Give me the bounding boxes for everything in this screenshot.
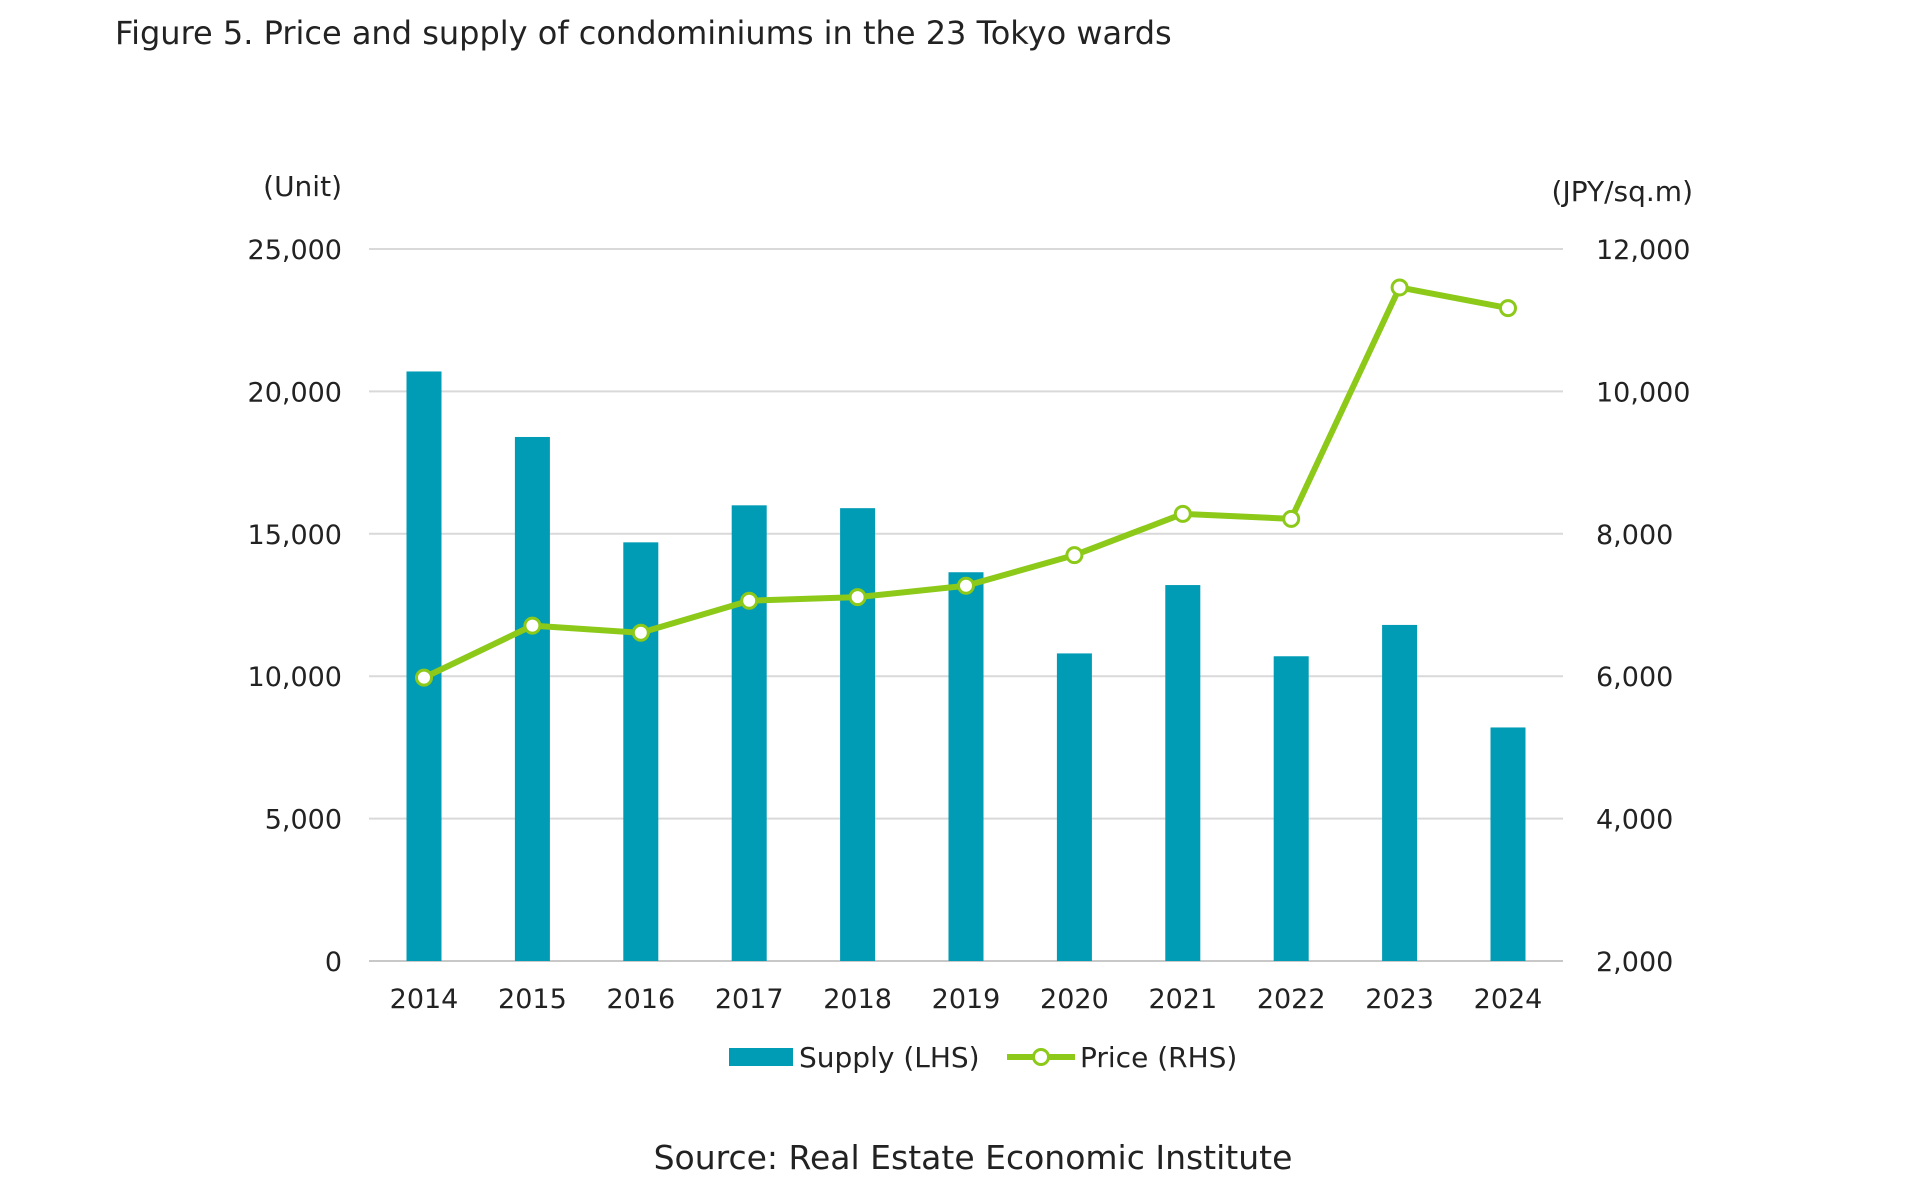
left-axis-label: (Unit)	[263, 170, 342, 203]
bar-supply	[840, 508, 876, 961]
right-tick-label: 10,000	[1596, 377, 1690, 408]
legend-swatch-supply	[729, 1048, 793, 1066]
legend-label-supply: Supply (LHS)	[799, 1041, 980, 1074]
left-tick-label: 15,000	[248, 520, 342, 551]
bar-supply	[1056, 653, 1092, 961]
point-price	[1282, 509, 1301, 528]
left-tick-label: 0	[325, 947, 342, 978]
x-tick-label: 2024	[1474, 984, 1543, 1015]
chart-title: Figure 5. Price and supply of condominiu…	[115, 14, 1172, 52]
chart-source: Source: Real Estate Economic Institute	[653, 1138, 1293, 1177]
point-price	[1390, 278, 1409, 297]
x-tick-label: 2017	[715, 984, 784, 1015]
right-tick-label: 4,000	[1596, 805, 1673, 836]
left-tick-label: 20,000	[248, 377, 342, 408]
bar-supply	[1165, 585, 1201, 961]
right-tick-label: 8,000	[1596, 520, 1673, 551]
bar-supply	[1490, 727, 1526, 961]
point-price	[1499, 299, 1517, 318]
bar-supply	[1273, 656, 1309, 961]
x-tick-label: 2018	[823, 984, 892, 1015]
right-tick-label: 6,000	[1596, 662, 1673, 693]
bar-supply	[948, 572, 984, 961]
legend-marker-price	[1032, 1048, 1050, 1066]
bar-supply	[1382, 624, 1418, 961]
x-tick-label: 2020	[1040, 984, 1109, 1015]
point-price	[848, 588, 867, 607]
point-price	[631, 623, 650, 642]
right-tick-label: 12,000	[1596, 235, 1690, 266]
x-tick-label: 2022	[1257, 984, 1326, 1015]
x-tick-label: 2016	[606, 984, 675, 1015]
x-tick-label: 2021	[1148, 984, 1217, 1015]
point-price	[740, 591, 759, 610]
legend-label-price: Price (RHS)	[1080, 1041, 1237, 1074]
x-tick-label: 2023	[1365, 984, 1434, 1015]
left-tick-label: 5,000	[265, 805, 342, 836]
point-price	[1173, 504, 1192, 523]
point-price	[415, 668, 433, 687]
bar-supply	[623, 542, 659, 961]
point-price	[523, 616, 542, 635]
x-tick-label: 2019	[932, 984, 1001, 1015]
right-axis-label: (JPY/sq.m)	[1552, 175, 1693, 208]
x-tick-label: 2015	[498, 984, 567, 1015]
bar-supply	[514, 436, 550, 961]
point-price	[957, 576, 975, 595]
left-tick-label: 10,000	[248, 662, 342, 693]
x-tick-label: 2014	[390, 984, 459, 1015]
bar-supply	[406, 371, 442, 961]
bar-supply	[731, 505, 767, 961]
point-price	[1065, 546, 1084, 565]
left-tick-label: 25,000	[248, 235, 342, 266]
right-tick-label: 2,000	[1596, 947, 1673, 978]
